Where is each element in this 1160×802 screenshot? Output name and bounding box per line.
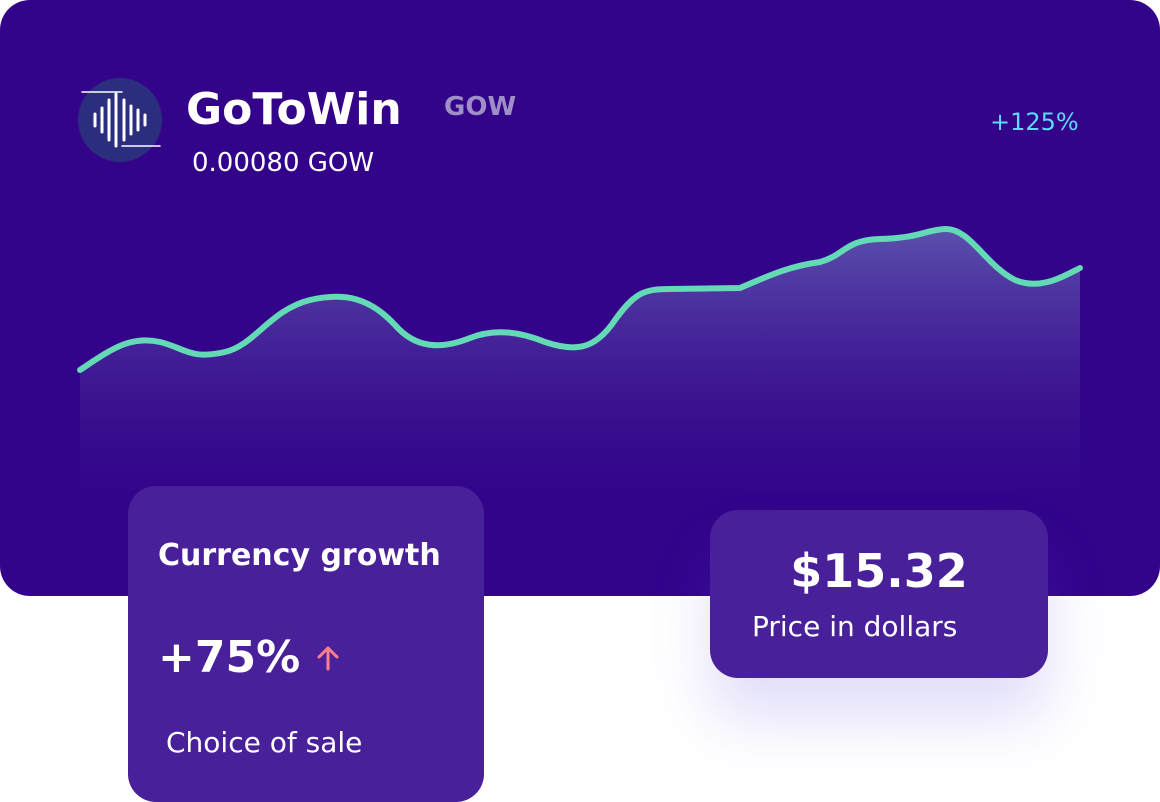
logo-icon xyxy=(81,91,161,148)
price-label: Price in dollars xyxy=(752,610,958,643)
coin-name: GoToWin xyxy=(186,84,402,135)
chart-area xyxy=(80,228,1080,501)
coin-balance: 0.00080 GOW xyxy=(192,148,375,178)
growth-value: +75% xyxy=(158,632,301,683)
growth-card: Currency growth +75% Choice of sale xyxy=(128,486,484,802)
logo-circle xyxy=(78,78,162,162)
price-card: $15.32 Price in dollars xyxy=(710,510,1048,678)
chart-graphic xyxy=(77,78,1083,501)
coin-ticker: GOW xyxy=(444,92,517,122)
coin-change: +125% xyxy=(990,108,1079,136)
growth-title: Currency growth xyxy=(158,538,441,573)
price-value: $15.32 xyxy=(790,544,968,598)
up-arrow xyxy=(317,646,339,671)
chart-line xyxy=(77,225,1083,373)
growth-subtitle: Choice of sale xyxy=(166,726,363,759)
